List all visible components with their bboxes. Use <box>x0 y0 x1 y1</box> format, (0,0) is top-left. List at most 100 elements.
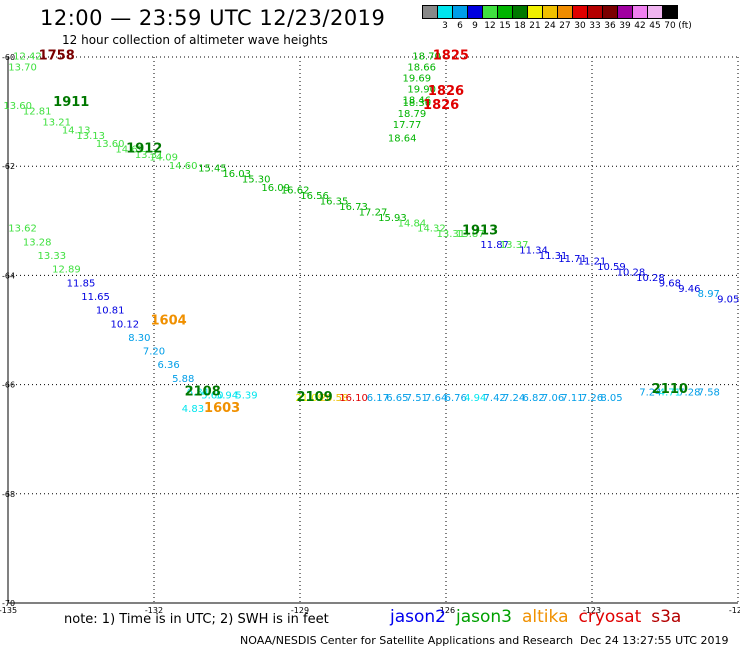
wave-height-points: 12.4213.7013.6012.8113.2114.1313.1313.60… <box>3 52 739 415</box>
wave-height-value: 6.17 <box>367 393 389 404</box>
pass-time-label: 1603 <box>204 401 240 416</box>
color-scale-label: 45 <box>649 21 661 31</box>
wave-height-value: 16.73 <box>339 202 368 213</box>
pass-time-label: 1826 <box>428 84 464 99</box>
wave-height-value: 8.30 <box>128 333 150 344</box>
generated-timestamp: Dec 24 13:27:55 UTC 2019 <box>580 634 729 647</box>
pass-time-label: 1604 <box>151 314 187 329</box>
wave-height-value: 13.21 <box>42 117 71 128</box>
wave-height-value: 16.03 <box>222 169 251 180</box>
wave-height-value: 9.68 <box>659 278 681 289</box>
pass-time-label: 2109 <box>297 390 333 405</box>
wave-height-value: 13.33 <box>37 251 66 262</box>
credit-text: NOAA/NESDIS Center for Satellite Applica… <box>240 634 574 647</box>
wave-height-value: 8.05 <box>600 393 622 404</box>
wave-height-value: 18.79 <box>398 109 427 120</box>
wave-height-value: 18.64 <box>388 134 417 145</box>
wave-height-value: 5.94 <box>216 390 238 401</box>
wave-height-value: 16.10 <box>339 393 368 404</box>
wave-height-value: 18.70 <box>412 52 441 63</box>
pass-time-label: 1913 <box>462 223 498 238</box>
color-scale-cell <box>662 5 678 19</box>
color-scale-label: (ft) <box>678 21 692 31</box>
wave-height-value: 7.24 <box>639 388 661 399</box>
wave-height-value: 7.42 <box>484 393 506 404</box>
y-tick-label: -60 <box>2 53 15 62</box>
wave-height-value: 11.87 <box>480 240 509 251</box>
wave-height-value: 7.06 <box>542 393 564 404</box>
color-scale-label: 27 <box>559 21 571 31</box>
x-tick-label: -126 <box>437 606 455 615</box>
wave-height-value: 16.62 <box>281 186 310 197</box>
wave-height-value: 14.69 <box>115 145 144 156</box>
x-tick-label: -132 <box>145 606 163 615</box>
wave-height-value: 13.31 <box>437 229 466 240</box>
wave-height-value: 8.97 <box>698 289 720 300</box>
wave-height-value: 11.21 <box>578 256 607 267</box>
wave-height-value: 7.51 <box>406 393 428 404</box>
y-tick-label: -70 <box>2 599 15 608</box>
wave-height-value: 10.81 <box>96 306 125 317</box>
wave-height-value: 12.89 <box>52 265 81 276</box>
pass-time-label: 2108 <box>185 385 221 400</box>
color-scale-label: 30 <box>574 21 586 31</box>
pass-time-label: 1758 <box>39 49 75 64</box>
wave-height-value: 13.31 <box>135 150 164 161</box>
wave-height-value: 5.60 <box>201 390 223 401</box>
x-tick-label: -129 <box>291 606 309 615</box>
color-scale-label: 36 <box>604 21 616 31</box>
legend-entry-altika: altika <box>522 607 569 627</box>
wave-height-value: 7.58 <box>698 388 720 399</box>
wave-height-value: 15.30 <box>242 175 271 186</box>
wave-height-value: 6.76 <box>445 393 467 404</box>
wave-height-value: 19.90 <box>407 84 436 95</box>
wave-height-value: 18.46 <box>402 95 431 106</box>
x-tick-label: -120 <box>729 606 740 615</box>
wave-height-value: 13.60 <box>96 139 125 150</box>
legend-entry-jason2: jason2 <box>390 607 446 627</box>
wave-height-value: 6.65 <box>386 393 408 404</box>
wave-height-value: 13.37 <box>500 240 529 251</box>
wave-height-value: 19.69 <box>402 74 431 85</box>
color-scale-label: 33 <box>589 21 601 31</box>
wave-height-value: 13.60 <box>3 101 32 112</box>
wave-height-value: 20.58 <box>320 393 349 404</box>
color-scale-label: 42 <box>634 21 646 31</box>
wave-height-value: 16.35 <box>320 196 349 207</box>
wave-height-value: 13.28 <box>23 237 52 248</box>
color-scale-label: 39 <box>619 21 631 31</box>
wave-height-value: 6.36 <box>157 360 179 371</box>
color-scale-label: 3 <box>442 21 448 31</box>
color-scale-label: 12 <box>484 21 496 31</box>
wave-height-value: 7.24 <box>503 393 525 404</box>
wave-height-value: 10.28 <box>617 267 646 278</box>
color-scale-label: 70 <box>664 21 676 31</box>
pass-time-label: 1911 <box>53 95 89 110</box>
wave-height-value: 6.84 <box>187 388 209 399</box>
y-tick-label: -62 <box>2 162 15 171</box>
pass-time-label: 1912 <box>126 142 162 157</box>
wave-height-value: 13.13 <box>76 131 105 142</box>
y-tick-label: -64 <box>2 271 15 280</box>
wave-height-value: 11.34 <box>519 246 548 257</box>
wave-height-value: 11.71 <box>558 254 587 265</box>
y-tick-label: -68 <box>2 490 15 499</box>
pass-time-label: 1825 <box>433 49 469 64</box>
wave-height-value: 10.59 <box>597 262 626 273</box>
color-scale-label: 9 <box>472 21 478 31</box>
wave-height-value: 14.13 <box>62 125 91 136</box>
y-tick-label: -66 <box>2 381 15 390</box>
wave-height-value: 7.26 <box>581 393 603 404</box>
page-title: 12:00 — 23:59 UTC 12/23/2019 <box>40 6 386 30</box>
wave-height-value: 7.20 <box>143 347 165 358</box>
wave-height-value: 12.81 <box>23 106 52 117</box>
wave-height-value: 15.45 <box>198 164 227 175</box>
color-scale-label: 6 <box>457 21 463 31</box>
wave-height-value: 11.85 <box>67 278 96 289</box>
color-scale-label: 18 <box>514 21 526 31</box>
pass-time-label: 1826 <box>423 98 459 113</box>
wave-height-value: 14.09 <box>149 153 178 164</box>
chart-frame <box>7 57 738 604</box>
color-scale-label: 21 <box>529 21 541 31</box>
